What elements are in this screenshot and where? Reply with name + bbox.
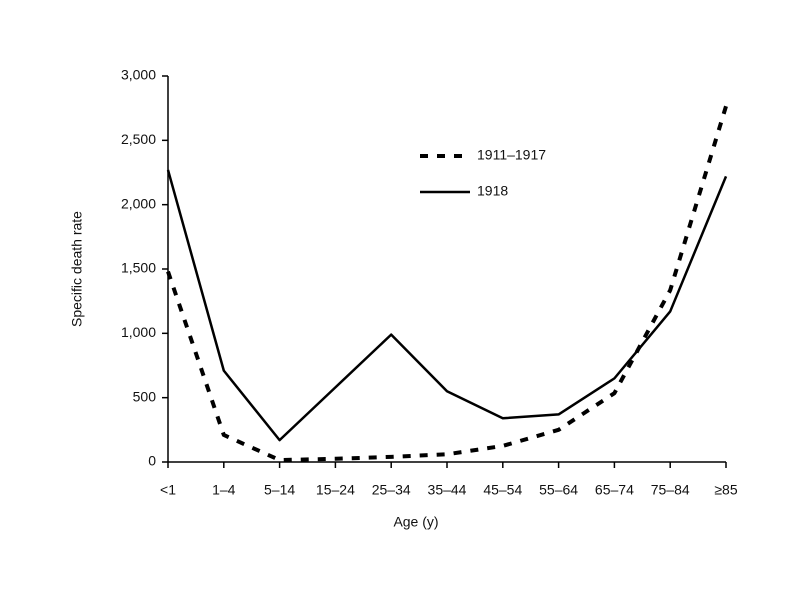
x-tick-label: ≥85 (714, 482, 737, 498)
x-tick-label: 55–64 (539, 482, 578, 498)
y-tick-label: 2,500 (121, 131, 156, 147)
y-tick-label: 0 (148, 453, 156, 469)
y-tick-label: 1,500 (121, 260, 156, 276)
legend-label: 1911–1917 (477, 147, 546, 163)
legend-label: 1918 (477, 183, 508, 199)
x-tick-label: 1–4 (212, 482, 236, 498)
y-tick-label: 3,000 (121, 67, 156, 83)
x-tick-label: 15–24 (316, 482, 355, 498)
x-tick-label: 5–14 (264, 482, 295, 498)
y-axis-label: Specific death rate (69, 211, 85, 327)
y-tick-label: 500 (133, 388, 157, 404)
x-tick-label: <1 (160, 482, 176, 498)
x-tick-label: 45–54 (483, 482, 522, 498)
x-axis-label: Age (y) (393, 514, 438, 530)
series-line (166, 169, 728, 442)
y-tick-label: 1,000 (121, 324, 156, 340)
y-tick-label: 2,000 (121, 195, 156, 211)
x-tick-label: 35–44 (428, 482, 467, 498)
x-tick-label: 25–34 (372, 482, 411, 498)
x-tick-label: 65–74 (595, 482, 634, 498)
x-tick-label: 75–84 (651, 482, 690, 498)
